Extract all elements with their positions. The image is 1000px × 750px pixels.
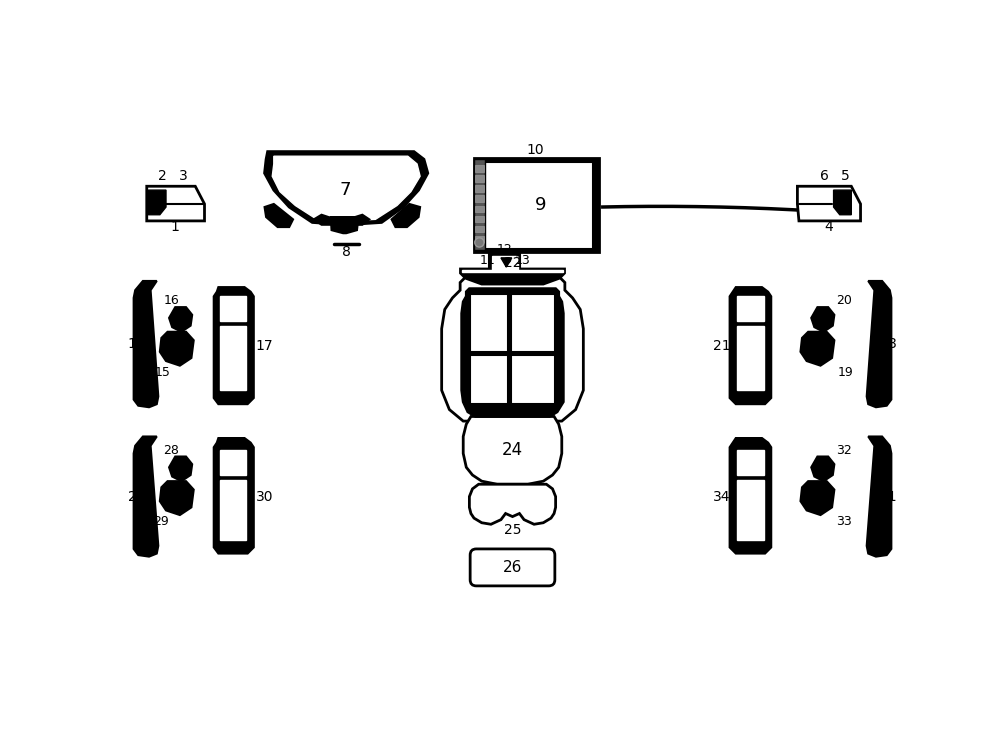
Text: 21: 21 [713,340,731,353]
Polygon shape [220,296,246,321]
Polygon shape [834,190,851,214]
Text: 7: 7 [340,181,351,199]
Text: 26: 26 [503,560,522,575]
Polygon shape [800,332,834,366]
Polygon shape [730,438,771,554]
Text: 14: 14 [128,337,146,351]
Text: 28: 28 [163,444,179,457]
Text: 30: 30 [256,490,273,503]
Text: 25: 25 [504,524,521,538]
FancyBboxPatch shape [470,549,555,586]
Polygon shape [737,479,764,540]
Polygon shape [475,176,484,182]
Text: 13: 13 [515,254,530,267]
Text: 2: 2 [158,170,167,183]
Text: 16: 16 [164,295,179,307]
Polygon shape [348,214,369,225]
Polygon shape [265,152,428,225]
Polygon shape [160,332,194,366]
Text: 1: 1 [171,220,180,234]
Text: 32: 32 [836,444,851,457]
Polygon shape [475,196,484,202]
Text: 33: 33 [836,514,851,528]
Polygon shape [331,217,358,233]
Polygon shape [475,185,484,193]
Polygon shape [475,236,484,242]
Text: 10: 10 [527,143,544,157]
Text: 18: 18 [879,337,897,351]
Polygon shape [442,278,583,421]
Polygon shape [730,287,771,404]
Polygon shape [214,287,254,404]
Polygon shape [737,326,764,390]
Text: 17: 17 [256,340,273,353]
Polygon shape [511,355,555,404]
Polygon shape [489,254,520,273]
Text: 5: 5 [841,170,850,183]
Polygon shape [483,163,593,248]
Polygon shape [501,258,512,267]
Text: 8: 8 [342,244,351,259]
Polygon shape [470,294,508,352]
Polygon shape [800,482,834,515]
Polygon shape [475,215,484,223]
Text: 6: 6 [820,170,829,183]
Polygon shape [737,296,764,321]
Polygon shape [314,214,335,225]
Polygon shape [134,281,158,407]
Circle shape [475,238,484,247]
Text: 12: 12 [497,243,513,256]
Text: 15: 15 [154,366,170,379]
Text: 19: 19 [837,366,853,379]
Polygon shape [220,479,246,540]
Polygon shape [811,457,834,482]
Polygon shape [169,457,192,482]
Text: 3: 3 [179,170,187,183]
Polygon shape [463,416,562,484]
Polygon shape [511,294,555,352]
Text: 34: 34 [713,490,731,503]
Polygon shape [474,158,599,252]
Polygon shape [462,270,563,272]
Text: 4: 4 [824,220,833,234]
Text: 23: 23 [521,370,542,388]
Polygon shape [169,308,192,332]
Polygon shape [797,186,861,221]
Polygon shape [867,436,891,556]
Polygon shape [134,436,158,556]
Polygon shape [475,206,484,212]
Polygon shape [214,438,254,554]
Polygon shape [462,289,563,416]
Polygon shape [811,308,834,332]
Polygon shape [474,159,485,250]
Text: 9: 9 [534,196,546,214]
Polygon shape [220,450,246,475]
Polygon shape [475,226,484,232]
Text: 22: 22 [504,256,521,270]
Polygon shape [492,256,518,271]
Polygon shape [470,355,508,404]
Text: 29: 29 [153,514,168,528]
Polygon shape [469,484,556,524]
Text: 20: 20 [836,295,852,307]
Polygon shape [392,204,420,227]
Text: 31: 31 [879,490,897,503]
Polygon shape [220,326,246,390]
Polygon shape [148,190,166,214]
Text: 24: 24 [502,441,523,459]
Polygon shape [160,482,194,515]
Text: 27: 27 [128,490,145,503]
Polygon shape [265,204,293,227]
Polygon shape [475,166,484,172]
Text: 11: 11 [480,254,496,267]
Polygon shape [147,186,205,221]
Polygon shape [460,268,565,284]
Polygon shape [737,450,764,475]
Polygon shape [272,156,420,221]
Polygon shape [867,281,891,407]
